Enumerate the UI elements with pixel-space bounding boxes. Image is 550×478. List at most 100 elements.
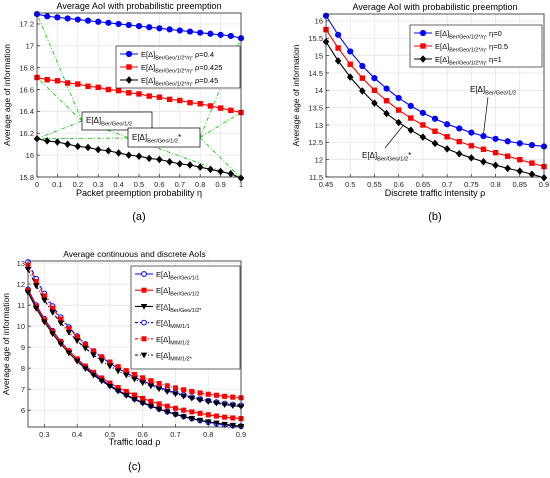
data-point: [187, 99, 193, 106]
data-point: [147, 403, 155, 410]
y-tick-label: 17: [26, 42, 34, 51]
data-point: [166, 26, 173, 33]
data-point: [180, 393, 187, 400]
x-tick-label: 0.3: [39, 430, 49, 439]
data-point: [189, 388, 195, 395]
y-tick-label: 17.2: [19, 20, 34, 29]
data-point: [205, 391, 211, 397]
data-point: [456, 138, 462, 145]
annotation-arrow: [483, 96, 489, 135]
data-point: [186, 28, 194, 35]
annotation-connector: [36, 13, 83, 122]
x-tick-label: 0.2: [73, 180, 83, 189]
data-point: [105, 19, 112, 26]
x-tick-label: 0.65: [416, 180, 431, 189]
data-point: [468, 129, 475, 136]
data-point: [94, 145, 102, 154]
data-point: [177, 97, 183, 104]
x-tick-label: 0.1: [52, 180, 62, 189]
data-point: [166, 157, 173, 166]
data-point: [65, 330, 73, 336]
data-point: [359, 87, 366, 95]
data-point: [57, 341, 65, 348]
x-tick-label: 1: [239, 180, 243, 189]
annotation-label: E[Δ]Ber/Geo/1/2: [86, 116, 132, 128]
data-point: [186, 161, 194, 169]
data-point: [146, 93, 152, 99]
data-point: [148, 398, 154, 404]
data-point: [420, 122, 426, 128]
data-point: [106, 363, 114, 370]
x-tick-label: 0.75: [464, 180, 479, 189]
data-point: [44, 76, 50, 83]
data-point: [105, 86, 112, 93]
annotation-connector: [199, 112, 242, 138]
chart-title: Average AoI with probabilistic preemptio…: [57, 1, 222, 11]
y-tick-label: 16: [26, 151, 34, 160]
data-point: [156, 401, 162, 407]
legend-entry: E[Δ]Ber/Geo/1/2*/η, η=0: [435, 29, 502, 41]
data-point: [456, 125, 463, 132]
annotation-box: [127, 127, 201, 148]
data-point: [468, 143, 475, 149]
y-tick-label: 9: [21, 343, 25, 352]
data-point: [188, 395, 196, 402]
legend-entry: E[Δ]M/M/1/1: [156, 319, 190, 331]
data-point: [115, 20, 122, 28]
data-point: [107, 359, 113, 365]
data-point: [468, 154, 475, 162]
y-tick-label: 12.5: [308, 138, 323, 147]
data-point: [517, 156, 523, 163]
data-point: [123, 393, 130, 399]
data-series: [24, 290, 245, 430]
data-point: [172, 411, 179, 418]
data-point: [90, 352, 97, 359]
legend-entry: E[Δ]Ber/Geo/1/1: [156, 270, 199, 282]
data-point: [217, 105, 224, 111]
x-tick-label: 0.5: [345, 180, 355, 189]
chart-panel-3: 0.3 0.4 0.5 0.6 0.7 0.8 0.9 6 7 8 9 10 11 12 13 Average…: [1, 249, 246, 473]
data-point: [431, 115, 439, 122]
data-point: [504, 138, 511, 145]
y-tick-label: 16.8: [19, 63, 34, 72]
data-point: [123, 372, 130, 379]
y-tick-label: 10: [17, 322, 25, 331]
data-point: [346, 73, 354, 81]
data-point: [197, 29, 204, 36]
data-point: [528, 141, 535, 149]
x-tick-label: 0.9: [539, 180, 549, 189]
data-point: [166, 96, 173, 103]
axes-frame: [325, 13, 545, 178]
data-point: [49, 309, 56, 316]
data-point: [213, 420, 220, 427]
legend-swatch-marker: [125, 76, 133, 84]
y-tick-label: 13: [17, 259, 25, 268]
data-point: [347, 61, 353, 67]
data-point: [74, 142, 82, 151]
data-point: [135, 152, 143, 160]
x-axis-label: Packet preemption probability η: [76, 188, 202, 198]
data-point: [172, 385, 179, 391]
y-axis-label: Average age of information: [291, 44, 301, 146]
legend-entry: E[Δ]M/M/1/2*: [156, 351, 193, 363]
data-point: [408, 115, 414, 121]
data-series: [322, 12, 548, 150]
x-tick-label: 0.3: [93, 180, 103, 189]
data-point: [480, 157, 487, 166]
data-point: [334, 57, 342, 65]
y-tick-label: 12: [315, 155, 323, 164]
chart-panel-1: 0 0.1 0.2 0.3 0.4 0.5 0.6 0.7 0.8 0.9 1 15.8 16 16.2 1…: [2, 1, 245, 223]
data-point: [172, 391, 179, 398]
y-tick-label: 15.8: [19, 173, 34, 182]
data-point: [204, 419, 212, 426]
x-tick-label: 0.9: [236, 430, 246, 439]
data-point: [180, 414, 187, 421]
data-point: [335, 45, 341, 51]
data-point: [229, 403, 237, 409]
legend-swatch-marker: [141, 319, 147, 326]
legend-entry: E[Δ]Ber/Geo/1/2*/η, η=1: [435, 55, 502, 67]
legend-swatch-marker: [141, 336, 147, 342]
data-point: [90, 348, 97, 354]
data-point: [99, 354, 105, 360]
data-point: [480, 132, 487, 140]
